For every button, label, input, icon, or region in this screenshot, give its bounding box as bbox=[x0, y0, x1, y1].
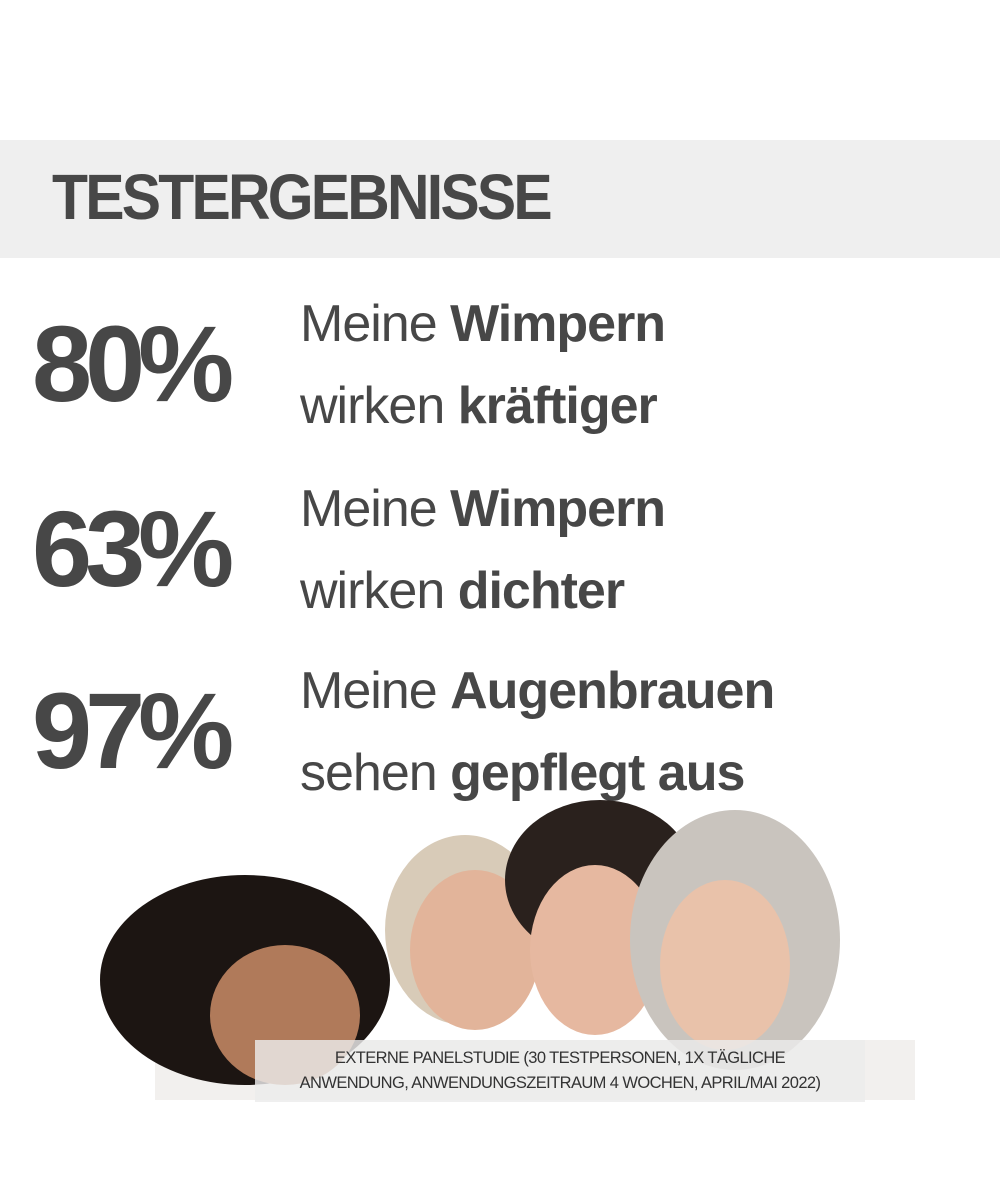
text-bold: kräftiger bbox=[457, 377, 658, 435]
text: wirken bbox=[300, 562, 458, 620]
text: Meine bbox=[300, 295, 451, 353]
text-bold: Augenbrauen bbox=[450, 662, 775, 720]
result-line-2: sehen gepflegt aus bbox=[300, 744, 745, 802]
text-bold: gepflegt aus bbox=[450, 744, 745, 802]
text-bold: Wimpern bbox=[450, 480, 666, 538]
footnote-line-1: EXTERNE PANELSTUDIE (30 TESTPERSONEN, 1X… bbox=[334, 1049, 786, 1067]
study-footnote: EXTERNE PANELSTUDIE (30 TESTPERSONEN, 1X… bbox=[255, 1040, 865, 1102]
result-percent: 63% bbox=[32, 488, 234, 609]
text: sehen bbox=[300, 744, 451, 802]
result-percent: 80% bbox=[32, 303, 234, 424]
result-line-2: wirken dichter bbox=[300, 562, 625, 620]
title-band bbox=[0, 140, 1000, 258]
result-line-1: Meine Wimpern bbox=[300, 480, 666, 538]
women-group-photo bbox=[100, 800, 915, 1100]
page-title: TESTERGEBNISSE bbox=[52, 161, 553, 233]
face-3 bbox=[530, 865, 660, 1035]
result-1: 80% Meine Wimpern wirken kräftiger bbox=[0, 298, 1000, 480]
result-line-1: Meine Augenbrauen bbox=[300, 662, 775, 720]
text: Meine bbox=[300, 662, 451, 720]
result-line-2: wirken kräftiger bbox=[300, 377, 658, 435]
face-2 bbox=[410, 870, 540, 1030]
text-bold: Wimpern bbox=[450, 295, 666, 353]
text: Meine bbox=[300, 480, 451, 538]
face-4 bbox=[660, 880, 790, 1050]
result-percent: 97% bbox=[32, 670, 234, 791]
text-bold: dichter bbox=[457, 562, 625, 620]
footnote-line-2: ANWENDUNG, ANWENDUNGSZEITRAUM 4 WOCHEN, … bbox=[299, 1074, 821, 1092]
result-2: 63% Meine Wimpern wirken dichter bbox=[0, 483, 1000, 665]
result-3: 97% Meine Augenbrauen sehen gepflegt aus bbox=[0, 665, 1000, 847]
text: wirken bbox=[300, 377, 458, 435]
result-line-1: Meine Wimpern bbox=[300, 295, 666, 353]
